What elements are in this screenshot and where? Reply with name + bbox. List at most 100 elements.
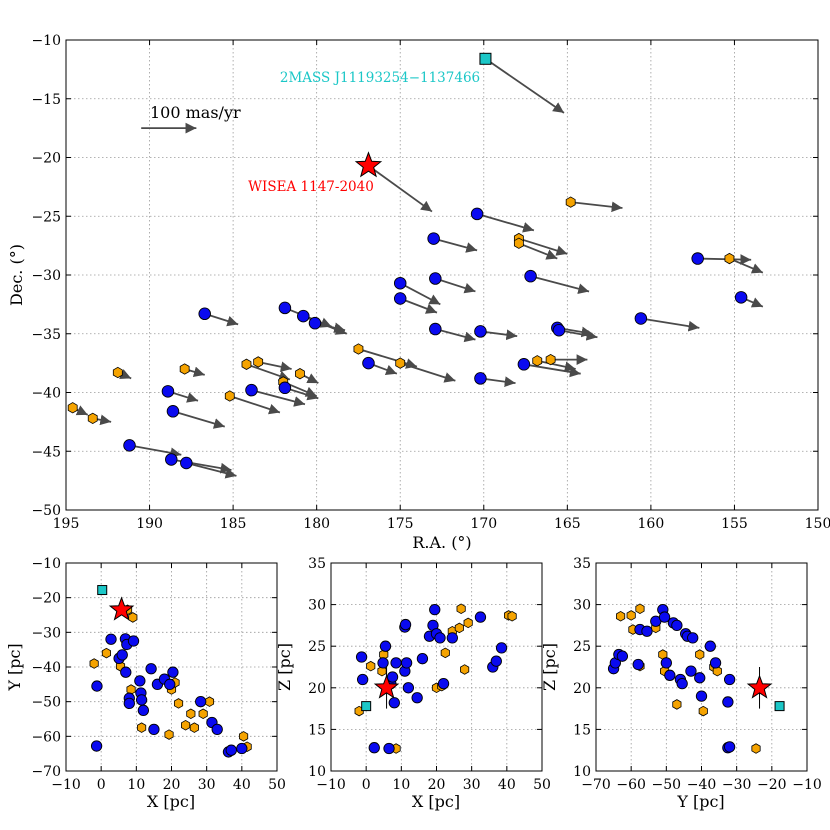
sky-point-square (479, 52, 492, 65)
sky-xtick-label: 185 (220, 516, 247, 532)
yz-point-blue (723, 741, 736, 753)
xz-point-blue (383, 742, 395, 755)
scale-label: 100 mas/yr (150, 103, 241, 122)
sky-point-star (354, 151, 383, 178)
sky-point-blue (393, 292, 407, 305)
proper-motion-arrow (558, 329, 598, 341)
annotation-wisea: WISEA 1147-2040 (248, 179, 374, 195)
xy-xtick-label: 30 (198, 777, 216, 793)
xz-xtick-label: 50 (533, 777, 551, 793)
sky-xtick-label: 150 (805, 516, 830, 532)
sky-point-blue (524, 269, 537, 283)
yz-grid (596, 563, 807, 771)
yz-point-blue (660, 657, 672, 669)
sky-point-blue (393, 276, 407, 290)
proper-motion-arrow (399, 297, 438, 314)
xz-point-blue (446, 632, 458, 644)
xz-xtick-label: 40 (498, 777, 516, 793)
sky-ytick-label: −25 (31, 209, 61, 225)
proper-motion-arrow (171, 458, 232, 474)
proper-motion-arrow (367, 164, 433, 213)
xy-point-blue (123, 697, 135, 710)
yz-xtick-label: −20 (757, 777, 787, 793)
yz-point-orange (712, 665, 722, 677)
yz-point-blue (676, 677, 688, 690)
proper-motion-arrow (435, 328, 476, 343)
xy-point-blue (236, 742, 248, 755)
sky-ytick-label: −30 (31, 268, 61, 284)
yz-point-orange (616, 610, 626, 622)
xz-point-orange (463, 617, 473, 629)
yz-point-star (746, 674, 773, 699)
xz-point-orange (454, 622, 464, 634)
sky-point-blue (427, 232, 440, 245)
sky-point-blue (362, 356, 375, 370)
sky-xtick-label: 160 (638, 516, 665, 532)
proper-motion-arrow (697, 254, 752, 265)
proper-motion-arrow (251, 389, 306, 407)
yz-xtick-label: −30 (722, 777, 752, 793)
xz-panel: −10 0 10 20 30 40 50 10 15 20 25 30 35 X [pc] Z [pc] (275, 556, 551, 811)
xy-point-orange (181, 719, 191, 731)
sky-ytick-label: −45 (31, 444, 61, 460)
sky-point-blue (297, 309, 310, 323)
xy-point-star (108, 596, 135, 621)
xz-point-square (361, 701, 372, 712)
xz-point-blue (490, 655, 502, 667)
xy-point-blue (211, 723, 223, 736)
xy-ytick-label: −50 (31, 695, 61, 711)
proper-motion-arrow (570, 201, 623, 213)
xy-point-blue (135, 694, 148, 706)
proper-motion-arrow (229, 395, 281, 415)
sky-point-blue (734, 291, 748, 304)
yz-point-blue (695, 690, 708, 702)
sky-xtick-label: 155 (721, 516, 748, 532)
xz-point-blue (377, 657, 389, 669)
yz-point-orange (695, 649, 705, 660)
xy-xlabel: X [pc] (147, 792, 195, 811)
yz-point-blue (671, 619, 683, 632)
yz-point-blue (687, 632, 699, 644)
xz-grid (331, 563, 542, 771)
sky-point-orange (353, 343, 364, 355)
sky-point-blue (308, 316, 322, 330)
sky-ylabel: Dec. (°) (7, 244, 26, 306)
xz-point-blue (411, 692, 423, 704)
xy-point-square (97, 585, 108, 596)
proper-motion-arrow (257, 361, 292, 373)
yz-point-blue (694, 672, 706, 684)
xz-point-blue (386, 671, 399, 683)
sky-ytick-label: −15 (31, 92, 61, 108)
xy-point-blue (167, 666, 179, 678)
xy-ytick-label: −10 (31, 556, 61, 572)
sky-ticks: 195 190 185 180 175 170 165 160 155 150 −50 −45 −40 −… (31, 33, 830, 532)
proper-motion-arrow (433, 237, 478, 253)
xy-point-blue (91, 680, 103, 692)
yz-point-blue (632, 658, 644, 671)
xy-point-blue (105, 633, 117, 645)
sky-point-orange (112, 366, 123, 379)
yz-xtick-label: −70 (581, 777, 611, 793)
yz-panel: −70 −60 −50 −40 −30 −20 −10 10 15 20 25 30 35 Y [pc]… (540, 556, 822, 811)
sky-point-orange (179, 363, 190, 375)
xy-ytick-label: −30 (31, 625, 61, 641)
xy-point-blue (195, 696, 207, 708)
xy-point-orange (198, 708, 208, 720)
yz-point-blue (704, 640, 716, 652)
yz-xtick-label: −10 (792, 777, 822, 793)
sky-point-orange (241, 358, 252, 370)
xz-point-blue (474, 611, 487, 623)
sky-point-blue (166, 405, 180, 418)
xy-point-orange (101, 647, 111, 659)
xz-point-orange (507, 610, 517, 622)
xz-point-blue (402, 682, 415, 694)
annotation-2mass: 2MASS J11193254−1137466 (280, 70, 480, 86)
xz-point-blue (416, 653, 429, 665)
xy-point-orange (204, 696, 215, 707)
proper-motion-arrow (484, 58, 565, 114)
xz-xtick-label: 0 (362, 777, 371, 793)
sky-point-blue (470, 207, 484, 221)
xy-ytick-label: −40 (31, 660, 61, 676)
sky-point-orange (513, 237, 524, 249)
